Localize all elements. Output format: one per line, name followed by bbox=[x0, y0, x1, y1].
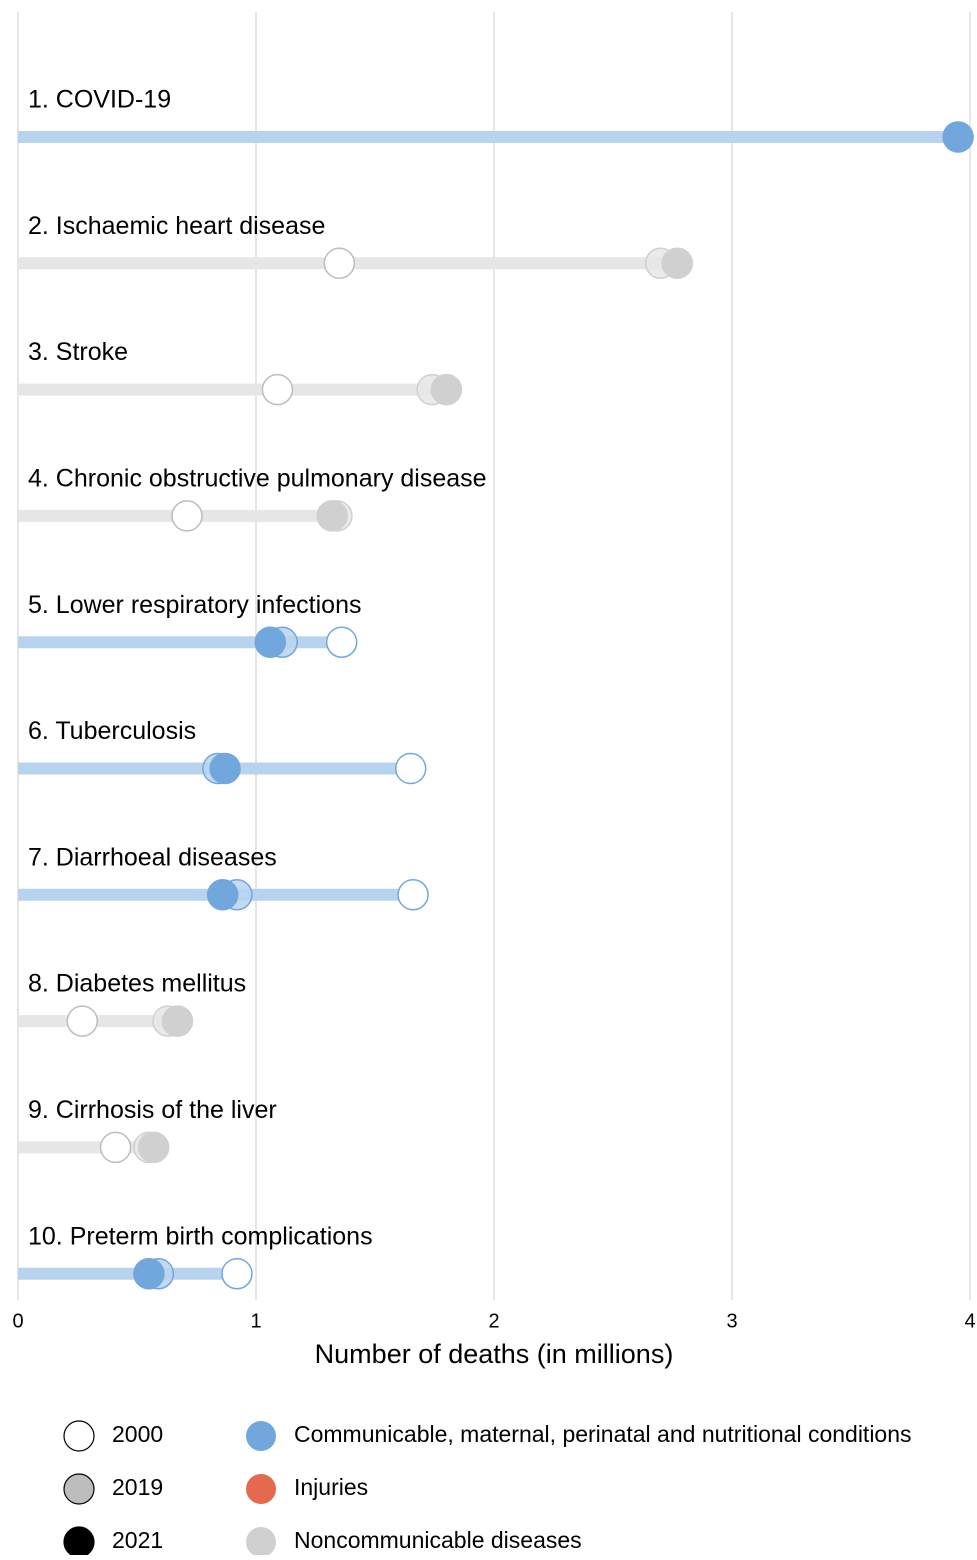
legend-label: Noncommunicable diseases bbox=[294, 1527, 582, 1553]
category-label: 2. Ischaemic heart disease bbox=[28, 212, 325, 240]
x-tick-label: 0 bbox=[12, 1310, 23, 1332]
legend-label: 2000 bbox=[112, 1421, 163, 1447]
point-2000 bbox=[394, 752, 427, 785]
point-2021 bbox=[430, 373, 463, 406]
point-2000 bbox=[171, 500, 203, 532]
x-axis-label: Number of deaths (in millions) bbox=[315, 1339, 674, 1369]
point-2021 bbox=[254, 626, 287, 658]
rows: 1. COVID-19 2. Ischaemic heart disease 3. … bbox=[18, 86, 974, 1290]
point-2000 bbox=[99, 1131, 132, 1164]
point-2000 bbox=[261, 373, 294, 406]
category-label: 3. Stroke bbox=[28, 338, 128, 366]
grid: 0 1 2 3 4 bbox=[12, 12, 976, 1332]
point-2021 bbox=[316, 500, 348, 532]
category-label: 5. Lower respiratory infections bbox=[28, 591, 361, 619]
x-tick-label: 3 bbox=[726, 1310, 737, 1332]
legend: 2000 2019 2021 Communicable, maternal, peri… bbox=[63, 1420, 912, 1558]
point-2021 bbox=[137, 1131, 170, 1164]
legend-label: Injuries bbox=[294, 1474, 368, 1500]
point-2021 bbox=[206, 879, 239, 911]
category-label: 1. COVID-19 bbox=[28, 86, 171, 114]
point-2021 bbox=[661, 247, 694, 280]
point-2000 bbox=[66, 1005, 99, 1037]
legend-marker bbox=[63, 1420, 95, 1452]
category-label: 4. Chronic obstructive pulmonary disease bbox=[28, 465, 487, 493]
legend-label: 2021 bbox=[112, 1527, 163, 1553]
legend-marker bbox=[63, 1473, 95, 1505]
point-2000 bbox=[325, 626, 358, 658]
point-2000 bbox=[397, 879, 429, 911]
category-label: 7. Diarrhoeal diseases bbox=[28, 843, 277, 871]
x-tick-label: 1 bbox=[250, 1310, 261, 1332]
legend-marker bbox=[246, 1527, 276, 1557]
category-label: 9. Cirrhosis of the liver bbox=[28, 1096, 277, 1124]
category-label: 8. Diabetes mellitus bbox=[28, 970, 246, 998]
point-2000 bbox=[221, 1257, 253, 1290]
point-2000 bbox=[323, 247, 356, 280]
category-label: 10. Preterm birth complications bbox=[28, 1222, 373, 1250]
legend-label: Communicable, maternal, perinatal and nu… bbox=[294, 1421, 912, 1447]
x-tick-label: 4 bbox=[964, 1310, 975, 1332]
legend-label: 2019 bbox=[112, 1474, 163, 1500]
legend-marker bbox=[246, 1474, 276, 1504]
x-tick-label: 2 bbox=[488, 1310, 499, 1332]
category-label: 6. Tuberculosis bbox=[28, 717, 196, 745]
point-2021 bbox=[161, 1005, 194, 1037]
legend-marker bbox=[63, 1526, 95, 1558]
legend-marker bbox=[246, 1421, 276, 1451]
point-2021 bbox=[942, 121, 974, 153]
point-2021 bbox=[209, 752, 241, 785]
point-2021 bbox=[133, 1257, 165, 1290]
